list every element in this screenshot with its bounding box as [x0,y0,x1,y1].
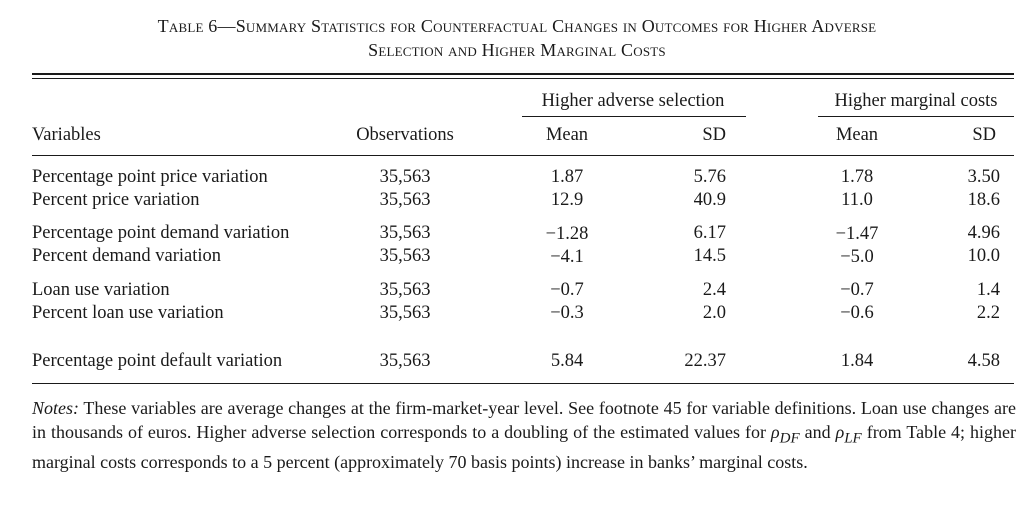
row-variable: Percentage point demand variation [32,223,290,243]
row-observations: 35,563 [379,280,431,300]
row-sd-1: 5.76 [693,167,726,187]
row-sd-1: 2.0 [702,303,726,323]
row-sd-2: 10.0 [967,246,1000,266]
rho-lf-symbol: ρLF [835,421,862,447]
table-row: Percent loan use variation 35,563 −0.3 2… [0,302,1034,324]
group-underline-adverse-selection [522,116,746,117]
notes-text-1: These variables are average changes at t… [32,398,1016,442]
row-sd-1: 6.17 [693,223,726,243]
table-row: Percent demand variation 35,563 −4.1 14.… [0,245,1034,267]
row-mean-2: −0.7 [840,280,874,300]
column-header-mean-2: Mean [835,125,879,145]
row-variable: Percent price variation [32,190,200,210]
column-header-variables: Variables [32,125,101,145]
table-row: Percent price variation 35,563 12.9 40.9… [0,189,1034,211]
table-row: Percentage point default variation 35,56… [0,350,1034,372]
notes-text-3: from Table 4; higher marginal costs corr… [32,421,1016,472]
row-mean-1: −0.3 [550,303,584,323]
row-variable: Percentage point default variation [32,351,283,371]
column-header-mean-1: Mean [545,125,589,145]
table-row: Percentage point price variation 35,563 … [0,166,1034,188]
table-row: Loan use variation 35,563 −0.7 2.4 −0.7 … [0,279,1034,301]
row-observations: 35,563 [379,351,431,371]
row-sd-2: 2.2 [976,303,1000,323]
table-row: Percentage point demand variation 35,563… [0,222,1034,244]
row-mean-1: −0.7 [550,280,584,300]
row-sd-2: 4.58 [967,351,1000,371]
row-sd-2: 1.4 [976,280,1000,300]
row-mean-2: −0.6 [840,303,874,323]
header-rule [32,155,1014,156]
row-variable: Percent demand variation [32,246,222,266]
row-sd-2: 4.96 [967,223,1000,243]
rho-df-symbol: ρDF [770,421,800,447]
row-mean-1: 12.9 [550,190,584,210]
row-mean-2: −5.0 [840,247,874,267]
group-underline-marginal-costs [818,116,1014,117]
top-rule-1 [32,73,1014,75]
row-observations: 35,563 [379,223,431,243]
row-sd-1: 2.4 [702,280,726,300]
caption-line-2: Selection and Higher Marginal Costs [368,40,666,60]
row-mean-2: 1.84 [840,351,874,371]
caption-line-1: Table 6—Summary Statistics for Counterfa… [157,16,877,36]
bottom-rule [32,383,1014,385]
row-observations: 35,563 [379,190,431,210]
row-variable: Percentage point price variation [32,167,268,187]
row-sd-1: 40.9 [693,190,726,210]
column-header-observations: Observations [356,125,454,145]
notes-label: Notes: [32,398,79,418]
row-sd-1: 14.5 [693,246,726,266]
row-mean-2: −1.47 [835,224,879,244]
row-mean-1: −4.1 [550,247,584,267]
table-notes: Notes: These variables are average chang… [32,397,1016,474]
row-sd-2: 3.50 [967,167,1000,187]
column-header-sd-1: SD [702,125,726,145]
group-header-marginal-costs: Higher marginal costs [834,91,998,111]
row-observations: 35,563 [379,167,431,187]
top-rule-2 [32,78,1014,79]
row-variable: Loan use variation [32,280,170,300]
notes-text-2: and [799,421,836,442]
row-mean-1: 5.84 [550,351,584,371]
row-mean-1: −1.28 [545,224,589,244]
row-sd-1: 22.37 [684,351,726,371]
row-mean-2: 11.0 [841,190,873,210]
group-header-adverse-selection: Higher adverse selection [541,91,725,111]
row-sd-2: 18.6 [967,190,1000,210]
row-observations: 35,563 [379,246,431,266]
row-mean-1: 1.87 [550,167,584,187]
column-header-sd-2: SD [972,125,996,145]
row-observations: 35,563 [379,303,431,323]
row-mean-2: 1.78 [840,167,874,187]
row-variable: Percent loan use variation [32,303,224,323]
table-caption: Table 6—Summary Statistics for Counterfa… [0,14,1034,62]
